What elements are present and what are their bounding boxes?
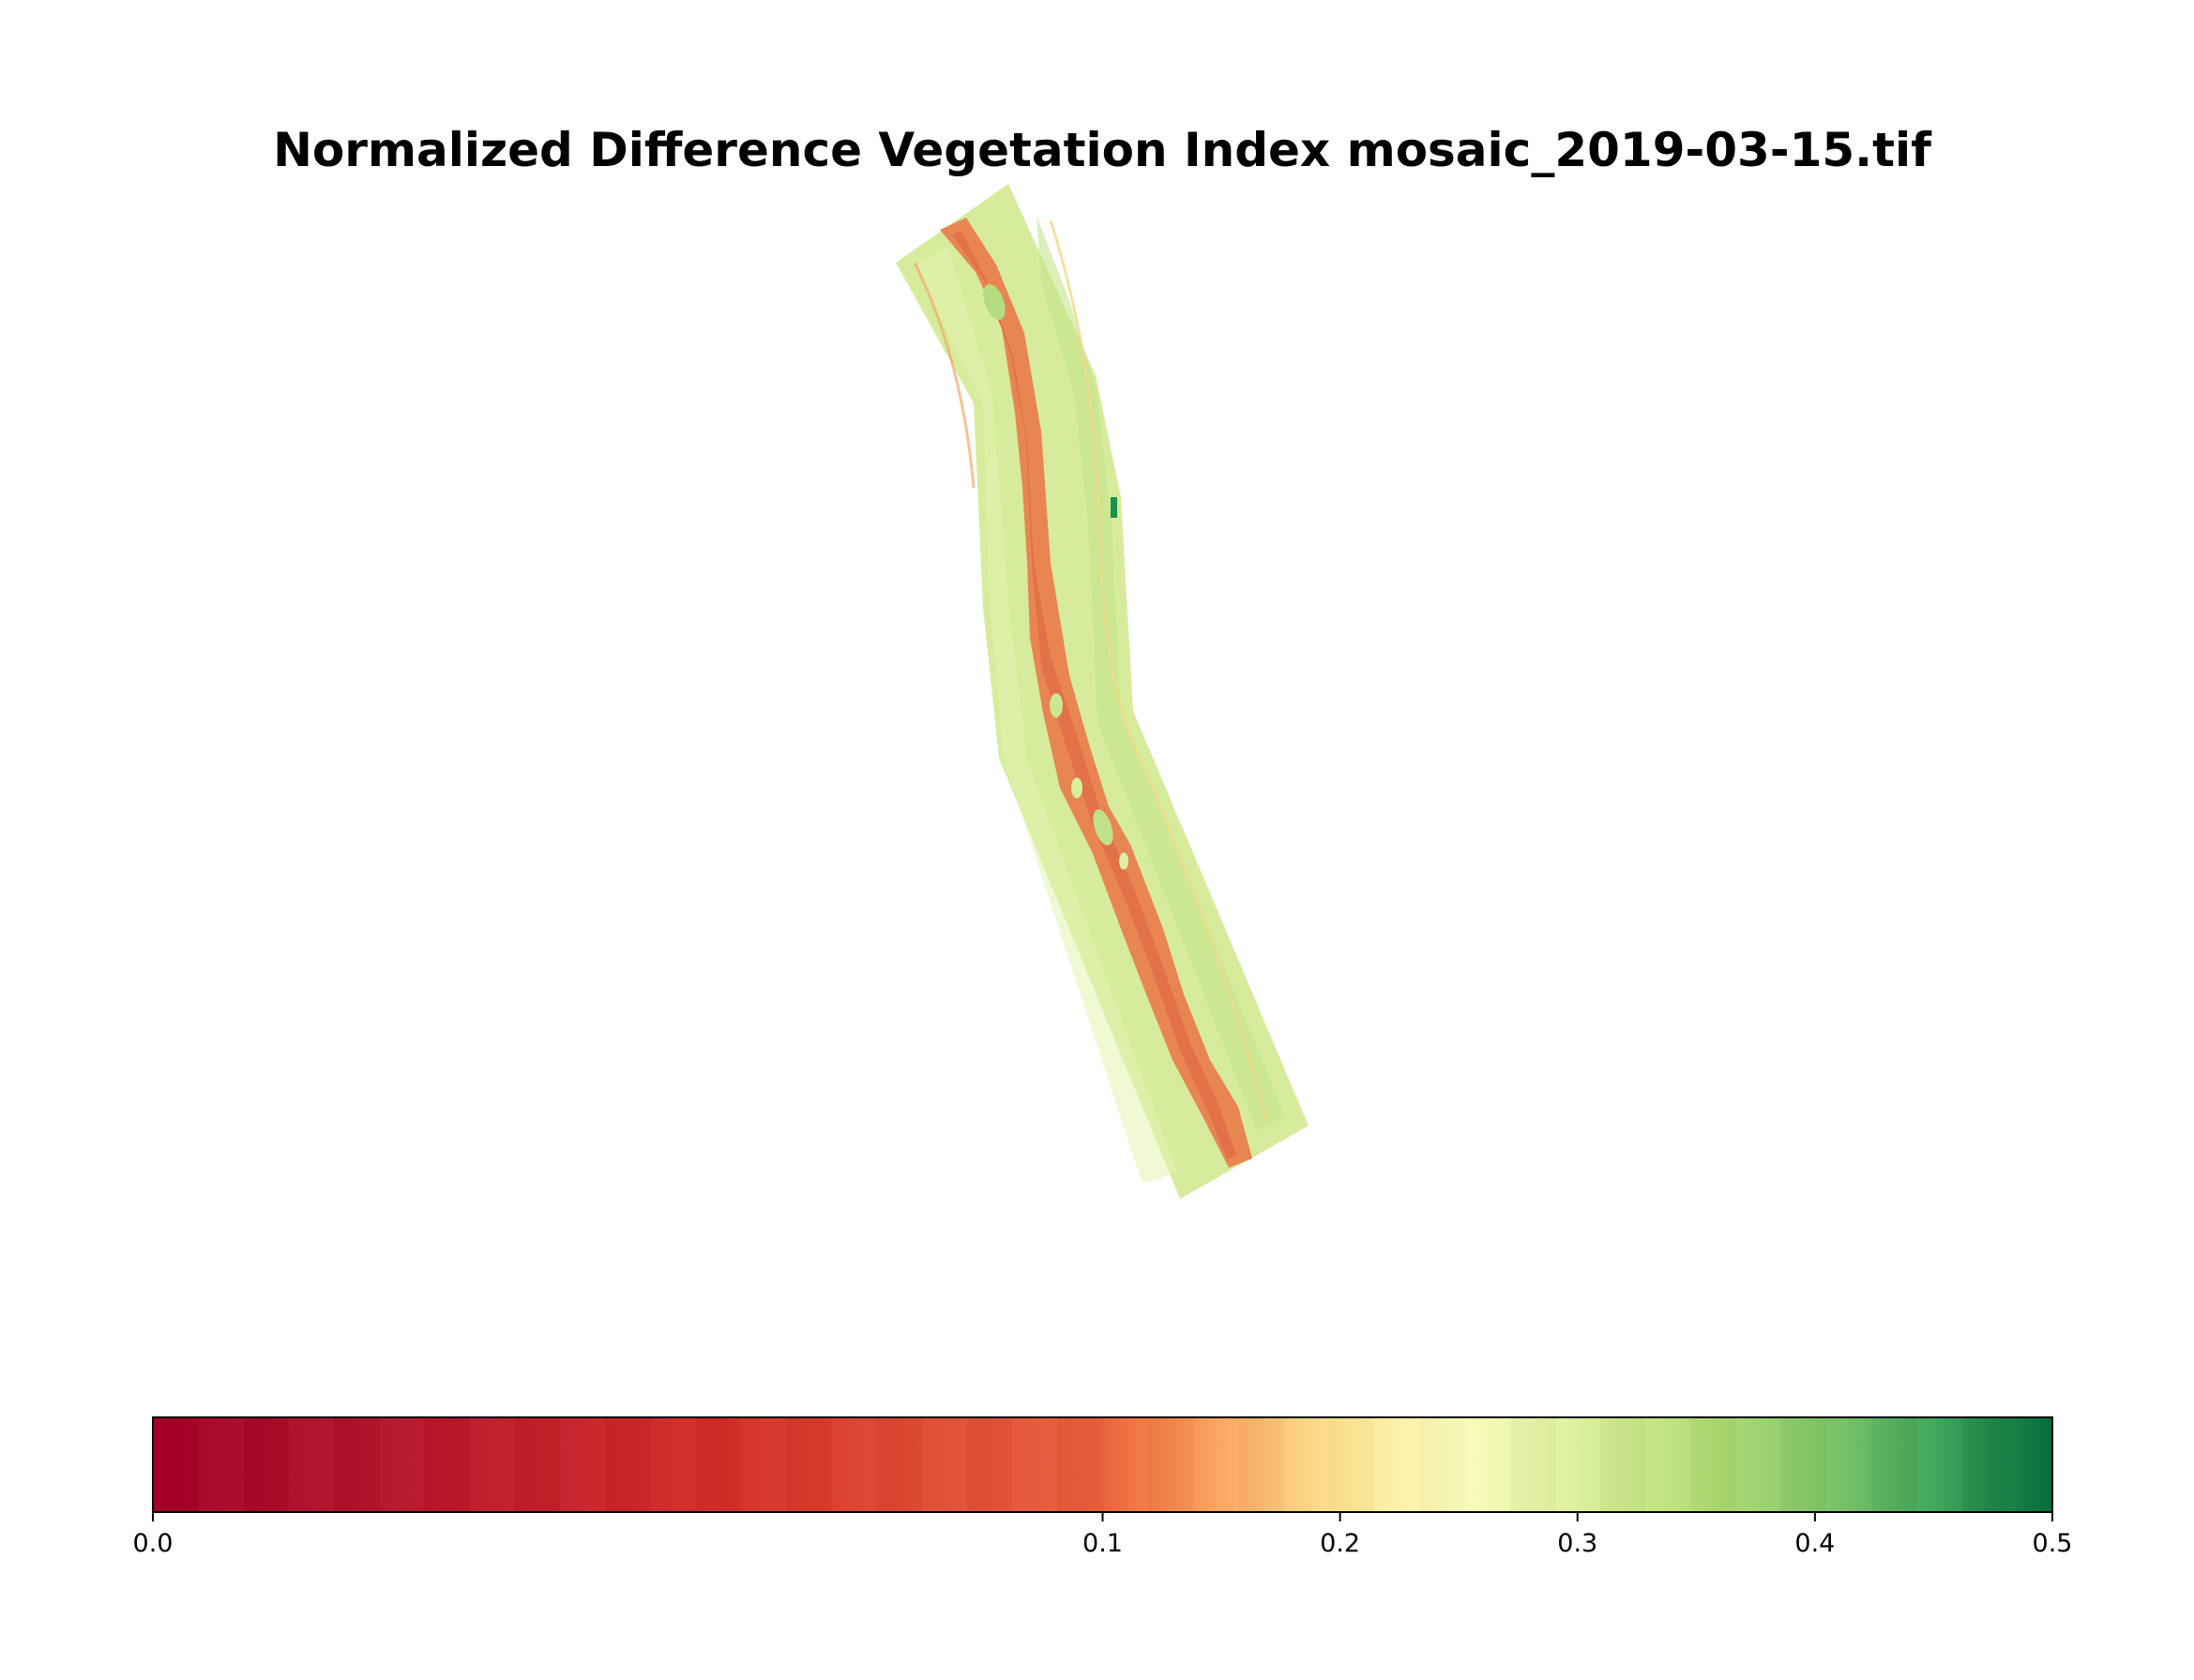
colorbar-band <box>1148 1417 1194 1512</box>
colorbar-band <box>1103 1417 1149 1512</box>
colorbar-band <box>967 1417 1013 1512</box>
chart-title: Normalized Difference Vegetation Index m… <box>273 123 1932 177</box>
colorbar-band <box>1962 1417 2008 1512</box>
colorbar-band <box>1012 1417 1058 1512</box>
ndvi-mosaic-image <box>896 184 1309 1199</box>
mosaic-island-mid <box>1050 693 1063 718</box>
colorbar-tick-label: 0.0 <box>133 1529 174 1558</box>
mosaic-field-shade-east <box>1036 216 1285 1130</box>
mosaic-dark-patch <box>1111 497 1117 518</box>
colorbar-band <box>1374 1417 1420 1512</box>
colorbar-band <box>2007 1417 2053 1512</box>
colorbar-band <box>1555 1417 1601 1512</box>
colorbar-band <box>1916 1417 1962 1512</box>
colorbar-fill <box>153 1417 2052 1512</box>
colorbar-band <box>1781 1417 1827 1512</box>
colorbar-band <box>1690 1417 1736 1512</box>
colorbar-band <box>876 1417 922 1512</box>
colorbar-band <box>605 1417 651 1512</box>
colorbar-band <box>1736 1417 1782 1512</box>
colorbar-band <box>1600 1417 1646 1512</box>
colorbar-band <box>515 1417 561 1512</box>
colorbar-band <box>1283 1417 1329 1512</box>
colorbar-band <box>243 1417 289 1512</box>
colorbar-bands <box>153 1417 2053 1512</box>
colorbar-band <box>831 1417 877 1512</box>
colorbar-band <box>1464 1417 1510 1512</box>
mosaic-island-south <box>1093 809 1113 846</box>
mosaic-island-tail <box>1119 853 1128 870</box>
colorbar-band <box>560 1417 606 1512</box>
colorbar-band <box>1826 1417 1872 1512</box>
colorbar-tick-label: 0.1 <box>1082 1529 1123 1558</box>
colorbar-band <box>696 1417 742 1512</box>
mosaic-island-north <box>983 283 1006 321</box>
colorbar-band <box>1419 1417 1465 1512</box>
colorbar-ticks: 0.0 0.1 0.2 0.3 0.4 0.5 <box>133 1512 2073 1558</box>
mosaic-island-small <box>1071 778 1082 798</box>
colorbar-tick-label: 0.3 <box>1557 1529 1597 1558</box>
colorbar-band <box>379 1417 425 1512</box>
colorbar-band <box>1871 1417 1917 1512</box>
colorbar-band <box>289 1417 335 1512</box>
colorbar-band <box>922 1417 968 1512</box>
colorbar-tick-label: 0.4 <box>1794 1529 1835 1558</box>
colorbar-band <box>470 1417 516 1512</box>
colorbar-band <box>786 1417 832 1512</box>
colorbar-tick-label: 0.2 <box>1320 1529 1360 1558</box>
colorbar: 0.0 0.1 0.2 0.3 0.4 0.5 <box>133 1416 2073 1558</box>
colorbar-band <box>650 1417 696 1512</box>
colorbar-band <box>1193 1417 1239 1512</box>
colorbar-band <box>334 1417 380 1512</box>
colorbar-band <box>1645 1417 1691 1512</box>
colorbar-band <box>1057 1417 1103 1512</box>
colorbar-band <box>1509 1417 1555 1512</box>
colorbar-band <box>741 1417 787 1512</box>
colorbar-band <box>1238 1417 1284 1512</box>
colorbar-tick-label: 0.5 <box>2033 1529 2073 1558</box>
colorbar-band <box>153 1417 199 1512</box>
colorbar-band <box>1329 1417 1375 1512</box>
mosaic-bank-line-east <box>1049 219 1268 1122</box>
mosaic-bank-line-west <box>913 262 976 489</box>
colorbar-band <box>424 1417 470 1512</box>
colorbar-band <box>198 1417 244 1512</box>
